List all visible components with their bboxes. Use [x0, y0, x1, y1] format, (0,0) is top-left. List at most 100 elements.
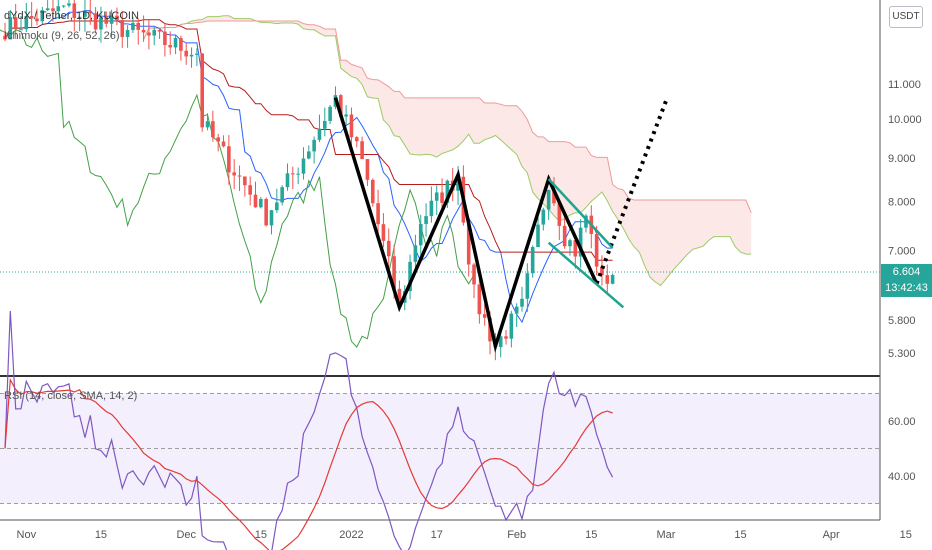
senkou-span-a [143, 15, 752, 287]
candle-body [115, 15, 119, 20]
candle-body [152, 29, 157, 36]
zigzag-pattern-drawing[interactable] [333, 97, 599, 353]
candle-body [573, 240, 578, 257]
candle-body [514, 306, 519, 314]
candle-body [232, 172, 236, 176]
candle-body [424, 216, 428, 224]
candle-body [35, 18, 39, 22]
rsi-tick-label: 60.00 [888, 416, 916, 428]
candle-body [280, 187, 284, 203]
candle-body [141, 29, 146, 33]
candle-body [413, 245, 418, 262]
candle-body [88, 11, 93, 14]
candle-body [370, 179, 375, 204]
rsi-legend[interactable]: RSI (14, close, SMA, 14, 2) [4, 390, 138, 402]
candle-body [285, 173, 290, 188]
candle-body [99, 17, 103, 30]
time-tick-label: Feb [507, 529, 526, 541]
candle-body [445, 180, 450, 203]
projection-dotted-line[interactable] [594, 100, 668, 285]
wedge-upper-line[interactable] [547, 178, 614, 249]
candle-body [200, 53, 205, 128]
candle-body [397, 288, 402, 303]
candle-body [29, 16, 34, 19]
candle-body [546, 189, 551, 210]
candle-body [578, 227, 583, 257]
candle-body [440, 192, 444, 203]
candle-body [408, 261, 412, 292]
candle-body [323, 120, 327, 129]
candle-body [291, 173, 295, 175]
candle-body [163, 31, 167, 45]
price-tick-label: 10.000 [888, 114, 922, 126]
candle-body [173, 38, 178, 48]
candle-body [211, 121, 215, 138]
candle-body [344, 114, 348, 117]
candle-body [125, 30, 130, 37]
candle-body [568, 240, 572, 247]
candle-body [8, 17, 13, 40]
candle-body [354, 137, 359, 142]
candle-body [253, 194, 258, 208]
candle-body [386, 240, 391, 257]
price-tick-label: 9.000 [888, 153, 916, 165]
last-price-tag: 6.604 13:42:43 [881, 264, 932, 297]
candle-body [72, 3, 77, 18]
price-tick-label: 11.000 [888, 79, 921, 91]
rsi-tick-label: 40.00 [888, 471, 916, 483]
chikou-line [0, 29, 475, 348]
ichimoku-legend[interactable]: Ichimoku (9, 26, 52, 26) [4, 30, 120, 42]
wedge-lower-line[interactable] [547, 241, 625, 309]
candle-body [482, 314, 487, 318]
candle-body [434, 192, 439, 201]
currency-button[interactable]: USDT [889, 6, 923, 28]
candle-body [584, 215, 588, 228]
candle-body [51, 8, 55, 12]
candle-body [275, 202, 279, 211]
time-tick-label: Apr [823, 529, 840, 541]
candle-body [77, 16, 82, 18]
candle-body [3, 35, 7, 40]
candle-body [61, 5, 66, 7]
candle-body [13, 17, 18, 30]
candle-body [541, 209, 546, 225]
candle-body [136, 22, 141, 30]
candle-body [269, 210, 274, 226]
time-tick-label: 17 [431, 529, 443, 541]
time-tick-label: Dec [176, 529, 196, 541]
candle-body [168, 44, 173, 48]
candle-body [376, 203, 380, 225]
candle-body [381, 224, 386, 241]
candle-body [157, 29, 162, 32]
candle-body [19, 29, 23, 31]
last-price: 6.604 [892, 266, 921, 278]
time-tick-label: 15 [900, 529, 912, 541]
candle-body [429, 200, 434, 217]
candle-body [605, 275, 610, 284]
candle-body [600, 266, 604, 276]
candle-body [477, 284, 482, 315]
ichimoku-cloud [143, 15, 752, 286]
candle-body [147, 32, 151, 36]
time-tick-label: 15 [734, 529, 746, 541]
candle-body [216, 137, 220, 142]
candle-body [93, 13, 98, 30]
candle-body [45, 8, 50, 11]
candle-body [221, 141, 226, 147]
candle-body [338, 95, 343, 117]
time-tick-label: 15 [255, 529, 267, 541]
rsi-ma-line [4, 377, 613, 550]
candle-body [328, 106, 332, 121]
candle-body [610, 274, 615, 284]
candle-body [24, 16, 29, 30]
candle-body [296, 173, 300, 175]
candle-body [189, 54, 194, 57]
candle-body [466, 222, 471, 265]
rsi-band [0, 393, 880, 504]
symbol-legend[interactable]: dYdX / Tether, 1D, KUCOIN [4, 10, 139, 22]
time-tick-label: 2022 [339, 529, 363, 541]
price-tick-label: 7.000 [888, 246, 916, 258]
candle-body [360, 141, 364, 160]
candle-body [301, 158, 306, 174]
